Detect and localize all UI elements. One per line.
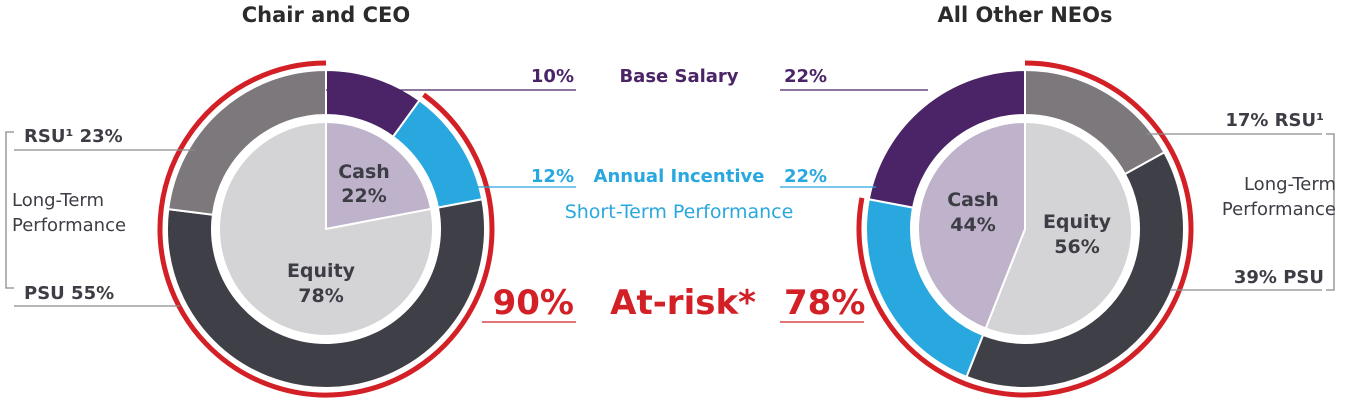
neo-equity-pct: 56% xyxy=(1054,236,1099,258)
base-salary-label: Base Salary xyxy=(619,66,738,87)
ceo-at-risk-arc xyxy=(157,60,495,398)
ceo-outer-ring xyxy=(166,68,486,389)
neo-ring-slice-psu xyxy=(965,151,1185,389)
neo-at-risk-pct: 78% xyxy=(784,283,865,323)
ceo-annual-incentive-pct: 12% xyxy=(531,166,574,187)
ceo-chart-title: Chair and CEO xyxy=(242,3,410,27)
neo-psu-label: 39% PSU xyxy=(1234,267,1324,288)
neo-base-salary-pct: 22% xyxy=(784,66,827,87)
ceo-pie-slice-equity xyxy=(218,120,434,337)
ceo-cash-pct: 22% xyxy=(341,185,386,207)
annual-incentive-label: Annual Incentive xyxy=(594,166,765,187)
neo-cash-pct: 44% xyxy=(950,214,995,236)
ceo-equity-name: Equity xyxy=(287,260,356,282)
ceo-ltp-line2: Performance xyxy=(12,215,126,236)
neo-ltp-bracket xyxy=(1326,133,1335,291)
ceo-psu-label: PSU 55% xyxy=(24,283,114,304)
short-term-performance-label: Short-Term Performance xyxy=(565,201,794,223)
neo-at-risk-arc xyxy=(856,60,1194,398)
at-risk-label: At-risk* xyxy=(610,283,756,323)
ceo-rsu-label: RSU¹ 23% xyxy=(24,126,123,147)
leader-lines xyxy=(5,89,1335,323)
neo-pie-slice-equity xyxy=(984,120,1133,337)
neo-ltp-line2: Performance xyxy=(1222,199,1336,220)
neo-rsu-label: 17% RSU¹ xyxy=(1225,110,1324,131)
neo-outer-ring xyxy=(865,68,1185,389)
neo-at-risk-arc-path xyxy=(856,60,1194,398)
neo-equity-name: Equity xyxy=(1043,211,1112,233)
ceo-at-risk-pct: 90% xyxy=(493,283,574,323)
ceo-base-salary-pct: 10% xyxy=(531,66,574,87)
neo-ltp-line1: Long-Term xyxy=(1244,174,1336,195)
ceo-inner-pie xyxy=(218,120,434,337)
ceo-at-risk-arc-path xyxy=(157,60,495,398)
ceo-pie-slice-cash xyxy=(325,120,433,231)
ceo-cash-name: Cash xyxy=(338,161,390,183)
ceo-equity-pct: 78% xyxy=(298,285,343,307)
ceo-ltp-bracket xyxy=(5,131,14,289)
ceo-ring-slice-rsu xyxy=(167,68,327,216)
neo-pie-slice-cash xyxy=(917,120,1026,330)
neo-annual-incentive-pct: 22% xyxy=(784,166,827,187)
neo-inner-pie xyxy=(917,120,1133,337)
neo-chart-title: All Other NEOs xyxy=(938,3,1113,27)
neo-ring-slice-base-salary xyxy=(867,68,1026,209)
neo-cash-name: Cash xyxy=(947,189,999,211)
ceo-ring-slice-psu xyxy=(166,198,486,389)
ceo-ltp-line1: Long-Term xyxy=(12,190,104,211)
